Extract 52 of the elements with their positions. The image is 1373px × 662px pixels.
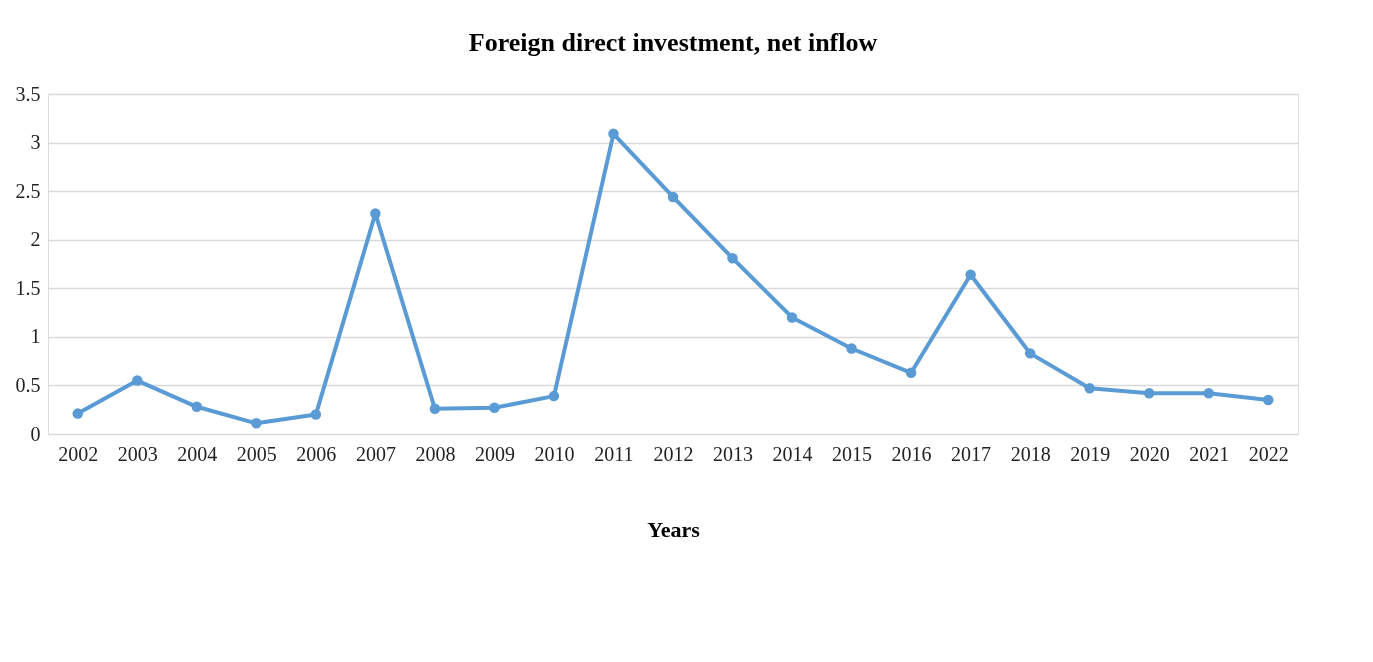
point <box>370 208 381 219</box>
point <box>429 403 441 414</box>
point <box>72 408 84 419</box>
x-tick-label: 2017 <box>951 442 992 465</box>
point <box>846 343 857 354</box>
x-tick-label: 2006 <box>296 442 337 465</box>
x-axis-title: Years <box>647 516 701 542</box>
x-tick-label: 2018 <box>1010 442 1051 465</box>
point <box>1262 394 1274 406</box>
x-tick-label: 2010 <box>534 442 575 465</box>
x-tick-label: 2002 <box>58 442 99 465</box>
point <box>905 367 917 379</box>
point <box>132 375 143 386</box>
x-tick-label: 2021 <box>1189 442 1230 465</box>
x-tick-label: 2003 <box>117 442 158 465</box>
y-tick-label: 1.5 <box>15 276 41 299</box>
x-tick-label: 2013 <box>713 442 754 465</box>
point <box>310 409 322 420</box>
point <box>786 312 798 323</box>
x-tick-label: 2008 <box>415 442 456 465</box>
y-tick-label: 3 <box>30 131 41 154</box>
point <box>1084 383 1095 394</box>
x-tick-label: 2020 <box>1129 442 1170 465</box>
point <box>608 128 619 140</box>
x-tick-label: 2012 <box>653 442 694 465</box>
x-tick-label: 2011 <box>594 442 634 465</box>
x-tick-label: 2004 <box>177 442 218 465</box>
y-tick-label: 2 <box>30 228 41 251</box>
y-tick-label: 0.5 <box>15 373 41 396</box>
y-tick-label: 1 <box>30 325 41 348</box>
point <box>251 418 262 429</box>
chart-title: Foreign direct investment, net inflow <box>468 28 878 57</box>
x-tick-label: 2015 <box>832 442 873 465</box>
point <box>667 191 679 203</box>
y-tick-label: 3.5 <box>15 82 41 105</box>
x-tick-label: 2014 <box>772 442 813 465</box>
x-tick-label: 2005 <box>236 442 277 465</box>
y-tick-label: 2.5 <box>15 179 41 202</box>
point <box>489 402 500 414</box>
point <box>1203 387 1214 399</box>
point <box>1024 348 1036 359</box>
point <box>191 401 203 413</box>
point <box>727 252 738 264</box>
point <box>1143 387 1155 399</box>
x-tick-label: 2009 <box>474 442 515 465</box>
x-tick-label: 2022 <box>1248 442 1289 465</box>
x-tick-label: 2019 <box>1070 442 1111 465</box>
point <box>548 390 560 402</box>
y-tick-label: 0 <box>30 422 41 445</box>
point <box>965 269 976 280</box>
x-tick-label: 2007 <box>355 442 396 465</box>
x-tick-label: 2016 <box>891 442 932 465</box>
